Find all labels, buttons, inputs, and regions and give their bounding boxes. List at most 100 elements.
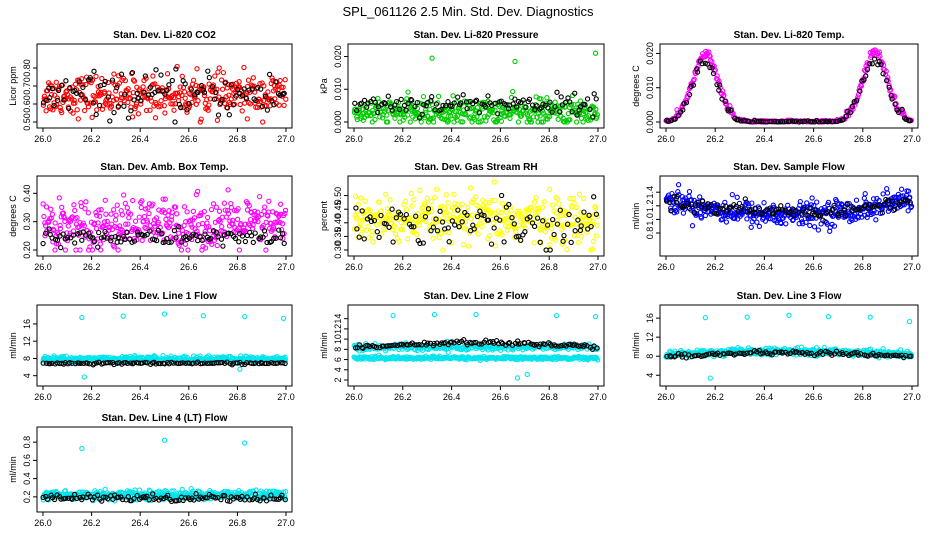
data-point — [278, 84, 285, 90]
data-point — [817, 212, 824, 219]
data-point — [225, 210, 232, 217]
y-tick-label: 16 — [22, 319, 32, 329]
data-point — [452, 200, 458, 207]
data-point — [155, 219, 161, 226]
data-point — [445, 225, 451, 231]
data-point — [69, 360, 75, 366]
data-point — [403, 211, 409, 218]
data-point — [523, 104, 529, 110]
data-point — [103, 211, 109, 217]
data-point — [545, 105, 551, 111]
data-point — [429, 209, 435, 215]
data-point — [796, 350, 802, 356]
data-point — [387, 197, 393, 203]
data-point — [67, 85, 73, 91]
data-point — [97, 241, 104, 247]
data-point — [445, 200, 451, 206]
data-point — [264, 107, 271, 113]
data-point — [874, 202, 881, 209]
data-point — [62, 247, 69, 253]
data-point — [549, 202, 556, 208]
data-point — [140, 84, 146, 90]
data-series — [353, 192, 600, 253]
data-point — [173, 66, 179, 72]
data-point — [437, 208, 443, 214]
data-point — [262, 93, 269, 99]
data-point — [558, 94, 564, 100]
data-point — [556, 343, 562, 349]
data-point — [681, 100, 687, 107]
data-point — [754, 349, 760, 355]
data-point — [748, 224, 754, 230]
data-point — [832, 118, 839, 125]
data-point — [212, 73, 218, 79]
outlier-point — [702, 315, 709, 321]
y-tick-label: 0.4 — [22, 472, 32, 485]
data-point — [424, 195, 430, 201]
data-point — [139, 237, 145, 244]
data-point — [85, 100, 91, 107]
data-series — [40, 224, 287, 251]
panel-title: Stan. Dev. Line 1 Flow — [112, 291, 217, 302]
data-point — [52, 247, 58, 253]
data-point — [774, 206, 780, 212]
data-point — [796, 209, 802, 215]
data-point — [193, 82, 199, 89]
x-tick-label: 26.0 — [657, 134, 675, 144]
data-point — [485, 217, 492, 223]
data-point — [752, 210, 758, 216]
data-point — [131, 78, 138, 84]
data-point — [464, 212, 470, 218]
data-point — [456, 224, 462, 230]
data-point — [220, 243, 226, 249]
data-point — [689, 223, 696, 229]
data-point — [390, 214, 397, 220]
data-point — [699, 60, 705, 67]
data-point — [837, 117, 843, 123]
data-point — [840, 351, 846, 358]
data-point — [68, 235, 74, 241]
data-point — [282, 360, 288, 367]
data-point — [237, 101, 243, 108]
data-point — [492, 100, 498, 106]
data-point — [225, 230, 232, 236]
data-point — [405, 342, 411, 348]
data-point — [147, 107, 153, 113]
data-point — [673, 199, 679, 205]
data-point — [577, 98, 584, 104]
x-tick-label: 26.4 — [756, 392, 774, 402]
data-point — [170, 360, 177, 366]
data-point — [463, 112, 469, 118]
data-point — [208, 235, 214, 242]
data-point — [199, 360, 205, 367]
data-point — [465, 204, 471, 211]
data-point — [204, 214, 211, 221]
data-point — [446, 239, 452, 245]
data-point — [260, 98, 267, 104]
data-series — [351, 352, 601, 364]
data-point — [590, 238, 597, 245]
data-point — [515, 210, 522, 217]
data-point — [49, 85, 56, 92]
data-point — [472, 98, 479, 105]
data-point — [177, 360, 184, 366]
data-point — [503, 209, 509, 215]
data-point — [502, 216, 508, 222]
data-point — [236, 247, 243, 253]
data-point — [82, 205, 88, 212]
data-point — [585, 226, 591, 232]
data-point — [594, 345, 600, 351]
y-tick-label: 1.0 — [645, 213, 655, 226]
data-point — [408, 190, 415, 197]
data-point — [820, 217, 826, 223]
data-point — [515, 338, 521, 344]
data-point — [158, 103, 164, 109]
data-point — [171, 107, 177, 113]
data-point — [81, 107, 88, 114]
data-point — [531, 223, 538, 230]
data-point — [266, 71, 273, 78]
data-point — [455, 207, 461, 213]
data-point — [856, 87, 862, 93]
data-point — [187, 85, 193, 91]
